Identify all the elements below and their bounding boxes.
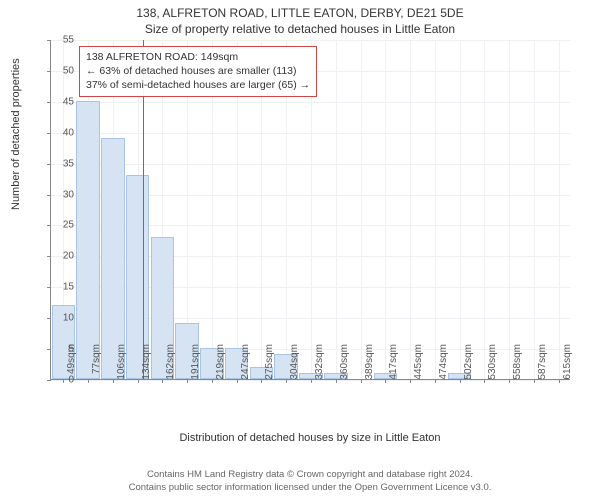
- xtick-mark: [484, 379, 485, 383]
- xtick-mark: [88, 379, 89, 383]
- xtick-mark: [435, 379, 436, 383]
- ytick-mark: [47, 71, 51, 72]
- xtick-label: 106sqm: [116, 344, 127, 380]
- xtick-mark: [261, 379, 262, 383]
- ytick-label: 55: [54, 35, 74, 46]
- gridline-v: [509, 40, 510, 379]
- xtick-mark: [559, 379, 560, 383]
- ytick-mark: [47, 256, 51, 257]
- xtick-label: 587sqm: [537, 344, 548, 380]
- ytick-label: 50: [54, 65, 74, 76]
- ytick-mark: [47, 195, 51, 196]
- gridline-v: [361, 40, 362, 379]
- ytick-mark: [47, 318, 51, 319]
- xtick-mark: [113, 379, 114, 383]
- ytick-mark: [47, 164, 51, 165]
- xtick-label: 191sqm: [190, 344, 201, 380]
- xtick-mark: [534, 379, 535, 383]
- xtick-label: 360sqm: [339, 344, 350, 380]
- chart-title-line1: 138, ALFRETON ROAD, LITTLE EATON, DERBY,…: [0, 0, 600, 20]
- xtick-mark: [162, 379, 163, 383]
- footer-line2: Contains public sector information licen…: [50, 482, 570, 494]
- gridline-v: [534, 40, 535, 379]
- footer-line1: Contains HM Land Registry data © Crown c…: [50, 469, 570, 481]
- xtick-label: 134sqm: [141, 344, 152, 380]
- info-box: 138 ALFRETON ROAD: 149sqm← 63% of detach…: [79, 46, 317, 97]
- xtick-label: 247sqm: [240, 344, 251, 380]
- ytick-label: 25: [54, 220, 74, 231]
- xtick-mark: [410, 379, 411, 383]
- xtick-label: 445sqm: [413, 344, 424, 380]
- gridline-v: [484, 40, 485, 379]
- xtick-mark: [336, 379, 337, 383]
- gridline-v: [385, 40, 386, 379]
- chart-plot-area: 138 ALFRETON ROAD: 149sqm← 63% of detach…: [50, 40, 570, 380]
- ytick-mark: [47, 287, 51, 288]
- xtick-label: 474sqm: [438, 344, 449, 380]
- xtick-label: 502sqm: [463, 344, 474, 380]
- xtick-mark: [385, 379, 386, 383]
- gridline-v: [460, 40, 461, 379]
- xtick-mark: [460, 379, 461, 383]
- chart-title-line2: Size of property relative to detached ho…: [0, 20, 600, 36]
- ytick-label: 30: [54, 189, 74, 200]
- xtick-mark: [311, 379, 312, 383]
- xtick-mark: [509, 379, 510, 383]
- xtick-mark: [212, 379, 213, 383]
- xtick-label: 162sqm: [165, 344, 176, 380]
- xtick-label: 389sqm: [364, 344, 375, 380]
- info-box-line2: ← 63% of detached houses are smaller (11…: [86, 64, 310, 78]
- xtick-mark: [237, 379, 238, 383]
- ytick-label: 45: [54, 96, 74, 107]
- xtick-mark: [138, 379, 139, 383]
- gridline-v: [435, 40, 436, 379]
- xtick-label: 49sqm: [66, 344, 77, 374]
- ytick-mark: [47, 133, 51, 134]
- xtick-mark: [187, 379, 188, 383]
- info-box-line3: 37% of semi-detached houses are larger (…: [86, 78, 310, 92]
- xtick-label: 558sqm: [512, 344, 523, 380]
- gridline-v: [410, 40, 411, 379]
- ytick-mark: [47, 225, 51, 226]
- xtick-mark: [286, 379, 287, 383]
- xtick-label: 219sqm: [215, 344, 226, 380]
- xtick-label: 615sqm: [562, 344, 573, 380]
- x-axis-label: Distribution of detached houses by size …: [50, 432, 570, 444]
- footer-attribution: Contains HM Land Registry data © Crown c…: [50, 469, 570, 494]
- histogram-bar: [101, 138, 125, 379]
- xtick-label: 275sqm: [264, 344, 275, 380]
- ytick-label: 35: [54, 158, 74, 169]
- ytick-mark: [47, 102, 51, 103]
- xtick-label: 77sqm: [91, 344, 102, 374]
- xtick-label: 530sqm: [487, 344, 498, 380]
- xtick-label: 304sqm: [289, 344, 300, 380]
- histogram-bar: [76, 101, 100, 379]
- ytick-label: 0: [54, 375, 74, 386]
- xtick-label: 332sqm: [314, 344, 325, 380]
- xtick-mark: [361, 379, 362, 383]
- ytick-mark: [47, 380, 51, 381]
- ytick-label: 40: [54, 127, 74, 138]
- y-axis-label: Number of detached properties: [10, 58, 22, 210]
- gridline-v: [559, 40, 560, 379]
- info-box-line1: 138 ALFRETON ROAD: 149sqm: [86, 50, 310, 64]
- gridline-v: [336, 40, 337, 379]
- ytick-label: 10: [54, 313, 74, 324]
- ytick-label: 20: [54, 251, 74, 262]
- ytick-label: 15: [54, 282, 74, 293]
- ytick-mark: [47, 349, 51, 350]
- xtick-label: 417sqm: [388, 344, 399, 380]
- ytick-mark: [47, 40, 51, 41]
